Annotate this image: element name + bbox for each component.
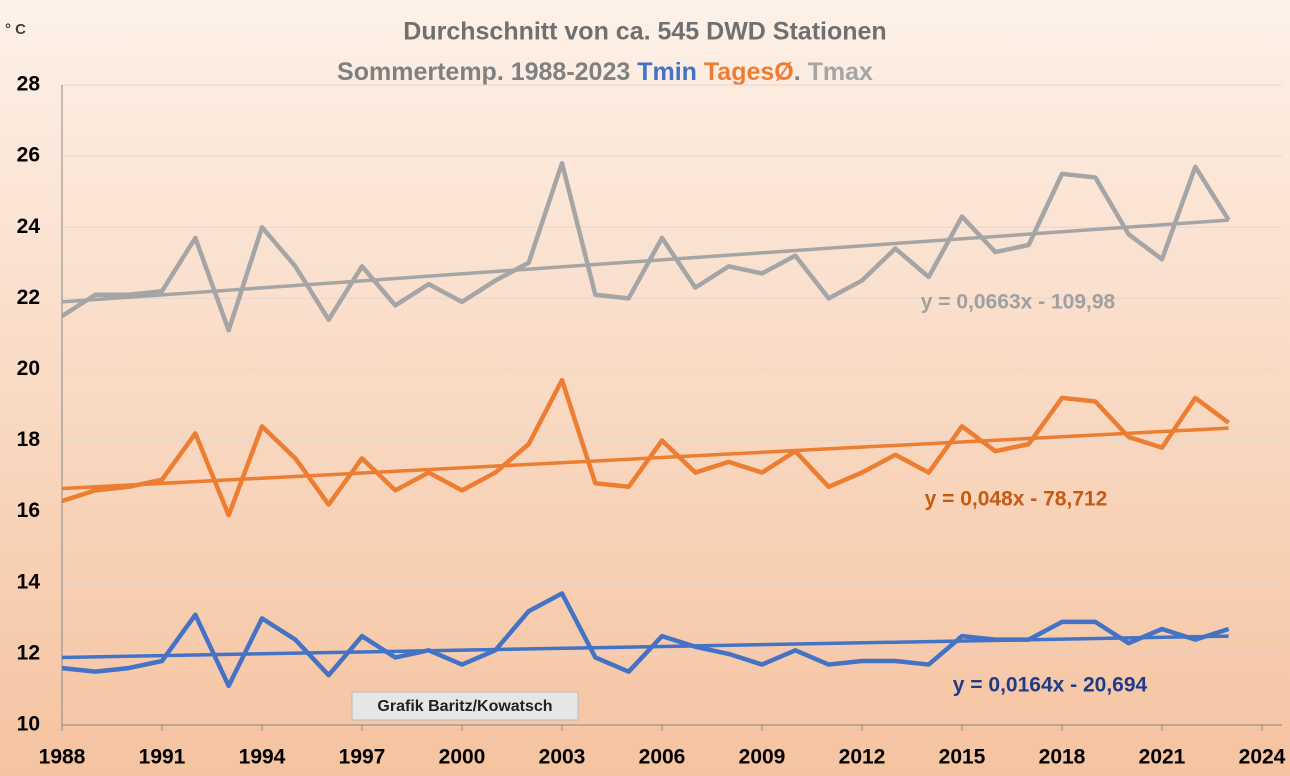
chart-title: Durchschnitt von ca. 545 DWD Stationen xyxy=(403,18,886,46)
x-tick-label: 2000 xyxy=(439,746,486,769)
y-tick-label: 10 xyxy=(17,713,40,736)
y-tick-label: 22 xyxy=(17,286,40,309)
chart-subtitle: Sommertemp. 1988-2023 Tmin TagesØ. Tmax xyxy=(337,58,873,86)
series-line xyxy=(61,377,1231,518)
x-tick-label: 2018 xyxy=(1039,746,1086,769)
x-tick-label: 1997 xyxy=(339,746,386,769)
x-tick-label: 2015 xyxy=(939,746,986,769)
y-tick-label: 26 xyxy=(17,144,40,167)
legend-separator: . xyxy=(794,58,801,86)
series-line xyxy=(61,591,1230,689)
subtitle-text: Sommertemp. 1988-2023 xyxy=(337,58,630,86)
x-tick-label: 1994 xyxy=(239,746,286,769)
x-tick-label: 2012 xyxy=(839,746,886,769)
y-tick-label: 20 xyxy=(17,357,40,380)
y-tick-label: 24 xyxy=(17,215,41,238)
trend-equation: y = 0,0663x - 109,98 xyxy=(921,291,1116,314)
y-tick-label: 16 xyxy=(17,499,40,522)
y-tick-label: 28 xyxy=(17,73,41,96)
y-axis-label: ° C xyxy=(5,21,26,38)
trend-equation: y = 0,0164x - 20,694 xyxy=(953,674,1148,697)
annotation: Grafik Baritz/Kowatsch xyxy=(377,698,552,715)
x-tick-label: 1991 xyxy=(139,746,186,769)
y-tick-label: 12 xyxy=(17,641,40,664)
x-tick-label: 2003 xyxy=(539,746,586,769)
series-line xyxy=(60,160,1231,333)
trend-line xyxy=(61,634,1229,660)
annotation-box xyxy=(351,691,579,721)
x-tick-label: 2009 xyxy=(739,746,786,769)
x-tick-label: 2006 xyxy=(639,746,686,769)
legend-entry: Tmin xyxy=(637,58,697,86)
legend-entry: TagesØ xyxy=(704,58,794,86)
y-tick-label: 18 xyxy=(17,428,41,451)
x-tick-label: 1988 xyxy=(39,746,86,769)
x-tick-label: 2021 xyxy=(1139,746,1186,769)
y-tick-label: 14 xyxy=(17,570,41,593)
legend-entry: Tmax xyxy=(808,58,873,86)
x-tick-label: 2024 xyxy=(1239,746,1286,769)
trend-equation: y = 0,048x - 78,712 xyxy=(925,488,1108,511)
